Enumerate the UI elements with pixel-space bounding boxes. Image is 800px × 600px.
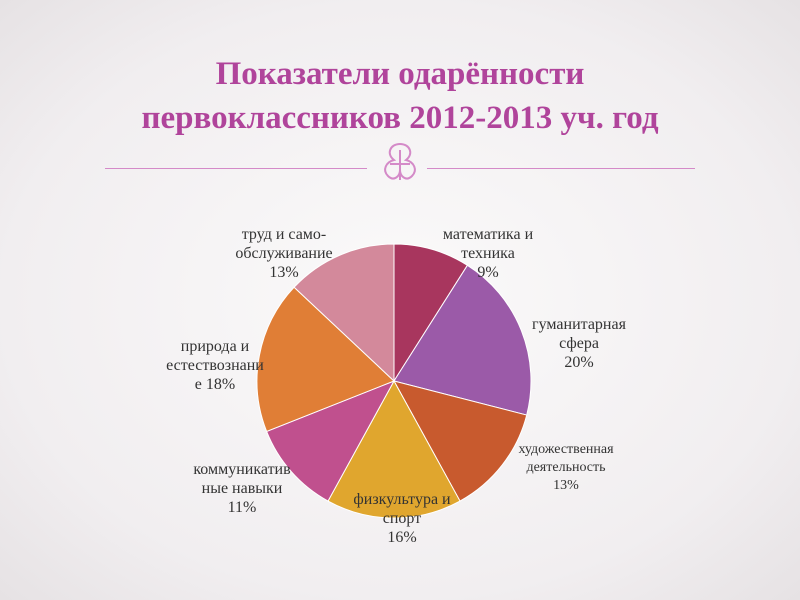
slide-title-line-2: первоклассников 2012-2013 уч. год — [141, 100, 659, 136]
pie-slice-4 — [265, 380, 396, 502]
pie-slice-3 — [327, 379, 461, 519]
pie-slice-6 — [293, 243, 395, 383]
pie-slice-5 — [256, 286, 395, 433]
slice-label-communication: коммуникатив ные навыки 11% — [193, 461, 291, 516]
slice-label-sport: физкультура и спорт 16% — [353, 491, 451, 546]
slide-title-line-1: Показатели одарённости — [215, 56, 585, 92]
slide-title: Показатели одарённости первоклассников 2… — [0, 52, 800, 140]
title-divider-left — [105, 168, 367, 169]
slice-label-math: математика и техника 9% — [442, 226, 534, 281]
slice-label-labor: труд и само- обслуживание 13% — [235, 226, 333, 281]
pie-slice-2 — [393, 380, 528, 502]
slice-label-art: художественная деятельность 13% — [518, 442, 614, 493]
slice-label-nature: природа и естествознани е 18% — [166, 338, 264, 393]
decorative-knot-icon — [384, 142, 416, 180]
title-divider-right — [427, 168, 695, 169]
pie-slice-1 — [393, 264, 532, 416]
slice-label-humanities: гуманитарная сфера 20% — [532, 316, 626, 371]
